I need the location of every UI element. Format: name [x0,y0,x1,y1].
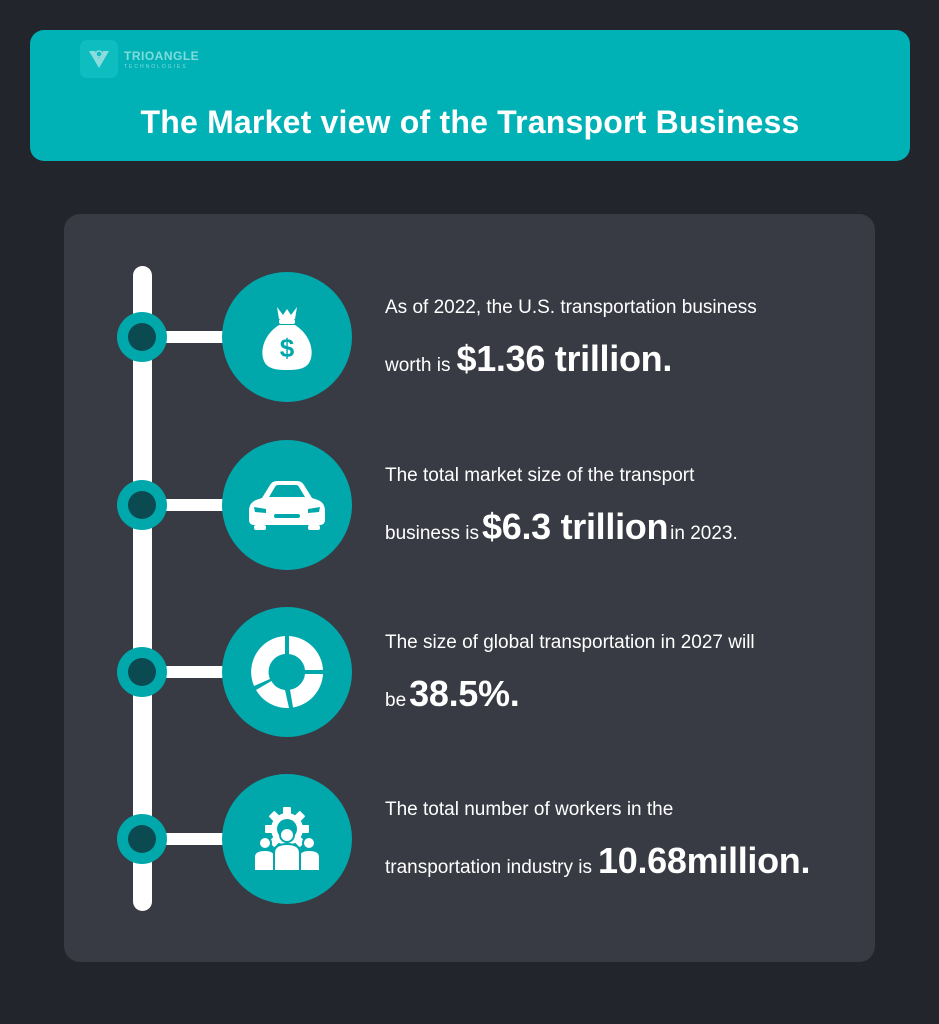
timeline-node [117,814,167,864]
item-description: The total market size of the transport [385,465,695,486]
workers-gear-icon [222,774,352,904]
timeline-node [117,312,167,362]
money-bag-icon: $ [222,272,352,402]
timeline-item: The size of global transportation in 202… [0,607,939,737]
item-description: As of 2022, the U.S. transportation busi… [385,297,757,318]
timeline-connector [165,331,230,343]
logo-subtitle: TECHNOLOGIES [124,63,188,70]
item-description-cont: business is [385,523,479,544]
item-description: The total number of workers in the [385,799,674,820]
timeline-connector [165,666,230,678]
item-description: The size of global transportation in 202… [385,632,755,653]
page-title: The Market view of the Transport Busines… [140,104,800,140]
item-highlight-value: 10.68million. [598,840,811,881]
donut-chart-icon [222,607,352,737]
item-description-cont: worth is [385,355,451,376]
header-banner: TRIOANGLE TECHNOLOGIES The Market view o… [30,30,910,161]
item-description-tail: in 2023. [670,523,738,544]
logo: TRIOANGLE TECHNOLOGIES [80,40,199,78]
timeline-connector [165,499,230,511]
item-highlight-value: 38.5%. [409,673,520,714]
logo-mark-icon [80,40,118,78]
timeline-item: The total number of workers in the trans… [0,774,939,904]
svg-text:$: $ [280,333,295,363]
item-description-cont: transportation industry is [385,857,592,878]
timeline-item: $ As of 2022, the U.S. transportation bu… [0,272,939,402]
item-highlight-value: $6.3 trillion [482,506,669,547]
logo-name: TRIOANGLE [124,48,200,63]
timeline-line [133,266,152,911]
item-description-cont: be [385,690,407,711]
timeline-item: The total market size of the transport b… [0,440,939,570]
car-icon [222,440,352,570]
item-highlight-value: $1.36 trillion. [456,338,673,379]
timeline-node [117,647,167,697]
timeline-node [117,480,167,530]
timeline-connector [165,833,230,845]
